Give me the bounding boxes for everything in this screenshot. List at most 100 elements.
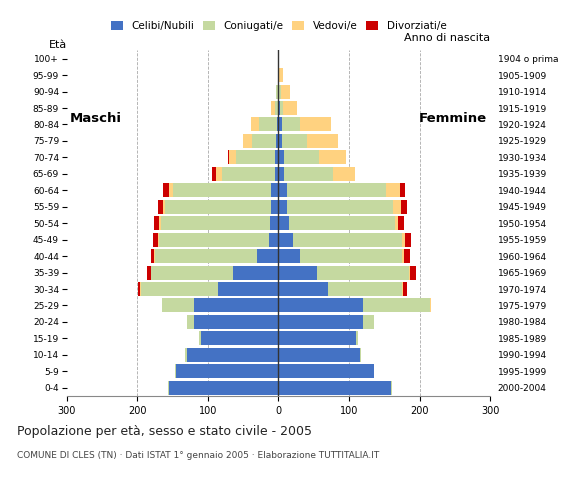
- Text: Popolazione per età, sesso e stato civile - 2005: Popolazione per età, sesso e stato civil…: [17, 425, 313, 438]
- Bar: [278, 233, 292, 247]
- Text: COMUNE DI CLES (TN) · Dati ISTAT 1° gennaio 2005 · Elaborazione TUTTITALIA.IT: COMUNE DI CLES (TN) · Dati ISTAT 1° genn…: [17, 451, 380, 460]
- Bar: [275, 167, 278, 181]
- Bar: [233, 265, 278, 279]
- Bar: [411, 265, 416, 279]
- Bar: [402, 249, 404, 263]
- Bar: [147, 265, 151, 279]
- Bar: [219, 282, 278, 296]
- Bar: [243, 134, 252, 148]
- Bar: [151, 265, 233, 279]
- Bar: [194, 315, 278, 329]
- Bar: [278, 249, 299, 263]
- Bar: [271, 200, 278, 214]
- Bar: [216, 167, 222, 181]
- Bar: [169, 183, 173, 197]
- Bar: [395, 216, 398, 230]
- Bar: [278, 315, 363, 329]
- Bar: [404, 249, 409, 263]
- Bar: [271, 101, 275, 115]
- Bar: [360, 348, 361, 362]
- Bar: [270, 216, 278, 230]
- Bar: [162, 299, 194, 312]
- Bar: [140, 282, 141, 296]
- Bar: [251, 118, 259, 132]
- Bar: [176, 364, 278, 378]
- Bar: [280, 101, 284, 115]
- Bar: [400, 183, 405, 197]
- Bar: [194, 299, 278, 312]
- Bar: [153, 233, 158, 247]
- Bar: [259, 118, 277, 132]
- Bar: [168, 381, 169, 395]
- Bar: [187, 315, 194, 329]
- Bar: [276, 134, 278, 148]
- Bar: [172, 183, 271, 197]
- Bar: [161, 216, 270, 230]
- Bar: [257, 249, 278, 263]
- Bar: [278, 68, 279, 82]
- Bar: [279, 68, 282, 82]
- Bar: [278, 216, 289, 230]
- Bar: [282, 118, 299, 132]
- Text: Età: Età: [49, 40, 67, 50]
- Bar: [138, 282, 140, 296]
- Bar: [292, 233, 402, 247]
- Bar: [277, 118, 278, 132]
- Bar: [334, 167, 354, 181]
- Bar: [154, 249, 155, 263]
- Bar: [236, 150, 275, 164]
- Bar: [155, 249, 257, 263]
- Bar: [299, 118, 331, 132]
- Bar: [430, 299, 431, 312]
- Text: Femmine: Femmine: [418, 112, 487, 125]
- Bar: [275, 150, 278, 164]
- Bar: [307, 134, 338, 148]
- Bar: [279, 84, 281, 98]
- Bar: [276, 84, 278, 98]
- Bar: [278, 134, 282, 148]
- Bar: [398, 216, 404, 230]
- Bar: [278, 183, 287, 197]
- Bar: [175, 364, 176, 378]
- Bar: [151, 249, 154, 263]
- Bar: [164, 183, 169, 197]
- Bar: [320, 150, 346, 164]
- Bar: [299, 249, 402, 263]
- Bar: [164, 200, 165, 214]
- Bar: [278, 200, 287, 214]
- Bar: [271, 183, 278, 197]
- Bar: [393, 200, 401, 214]
- Legend: Celibi/Nubili, Coniugati/e, Vedovi/e, Divorziati/e: Celibi/Nubili, Coniugati/e, Vedovi/e, Di…: [111, 21, 446, 31]
- Bar: [363, 299, 430, 312]
- Bar: [187, 348, 278, 362]
- Bar: [282, 134, 307, 148]
- Bar: [158, 233, 159, 247]
- Bar: [199, 331, 201, 346]
- Bar: [278, 299, 363, 312]
- Bar: [284, 167, 334, 181]
- Bar: [169, 381, 278, 395]
- Bar: [159, 233, 269, 247]
- Bar: [287, 183, 386, 197]
- Bar: [278, 348, 360, 362]
- Bar: [278, 381, 392, 395]
- Bar: [409, 265, 411, 279]
- Bar: [269, 233, 278, 247]
- Bar: [222, 167, 275, 181]
- Text: Maschi: Maschi: [70, 112, 122, 125]
- Bar: [278, 364, 374, 378]
- Bar: [356, 331, 358, 346]
- Bar: [401, 200, 407, 214]
- Bar: [386, 183, 400, 197]
- Bar: [402, 233, 405, 247]
- Bar: [281, 84, 289, 98]
- Bar: [403, 282, 407, 296]
- Bar: [363, 315, 374, 329]
- Bar: [278, 167, 284, 181]
- Bar: [158, 200, 164, 214]
- Bar: [284, 101, 298, 115]
- Bar: [278, 52, 279, 66]
- Bar: [278, 118, 282, 132]
- Bar: [278, 150, 284, 164]
- Bar: [278, 101, 280, 115]
